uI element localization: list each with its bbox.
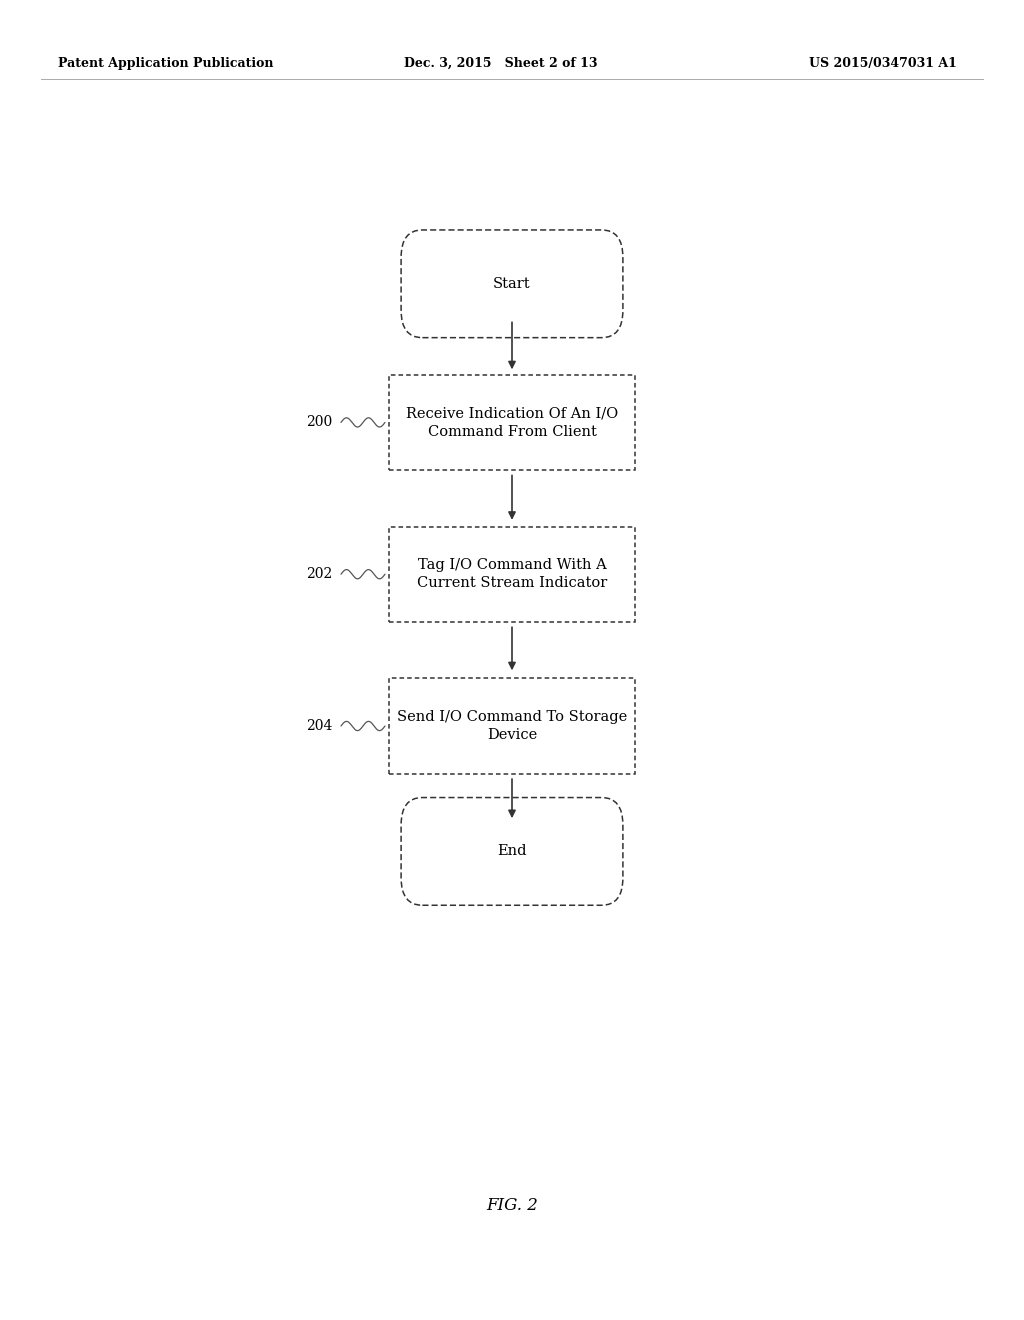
- FancyBboxPatch shape: [401, 797, 623, 906]
- Text: End: End: [498, 845, 526, 858]
- Text: 202: 202: [306, 568, 333, 581]
- Text: US 2015/0347031 A1: US 2015/0347031 A1: [809, 57, 956, 70]
- Text: Send I/O Command To Storage
Device: Send I/O Command To Storage Device: [397, 710, 627, 742]
- Text: Tag I/O Command With A
Current Stream Indicator: Tag I/O Command With A Current Stream In…: [417, 558, 607, 590]
- Text: Receive Indication Of An I/O
Command From Client: Receive Indication Of An I/O Command Fro…: [406, 407, 618, 438]
- FancyBboxPatch shape: [389, 527, 635, 622]
- Text: 200: 200: [306, 416, 333, 429]
- Text: 204: 204: [306, 719, 333, 733]
- FancyBboxPatch shape: [389, 678, 635, 774]
- Text: Patent Application Publication: Patent Application Publication: [58, 57, 273, 70]
- Text: FIG. 2: FIG. 2: [486, 1197, 538, 1213]
- FancyBboxPatch shape: [401, 230, 623, 338]
- Text: Start: Start: [494, 277, 530, 290]
- Text: Dec. 3, 2015   Sheet 2 of 13: Dec. 3, 2015 Sheet 2 of 13: [404, 57, 598, 70]
- FancyBboxPatch shape: [389, 375, 635, 470]
